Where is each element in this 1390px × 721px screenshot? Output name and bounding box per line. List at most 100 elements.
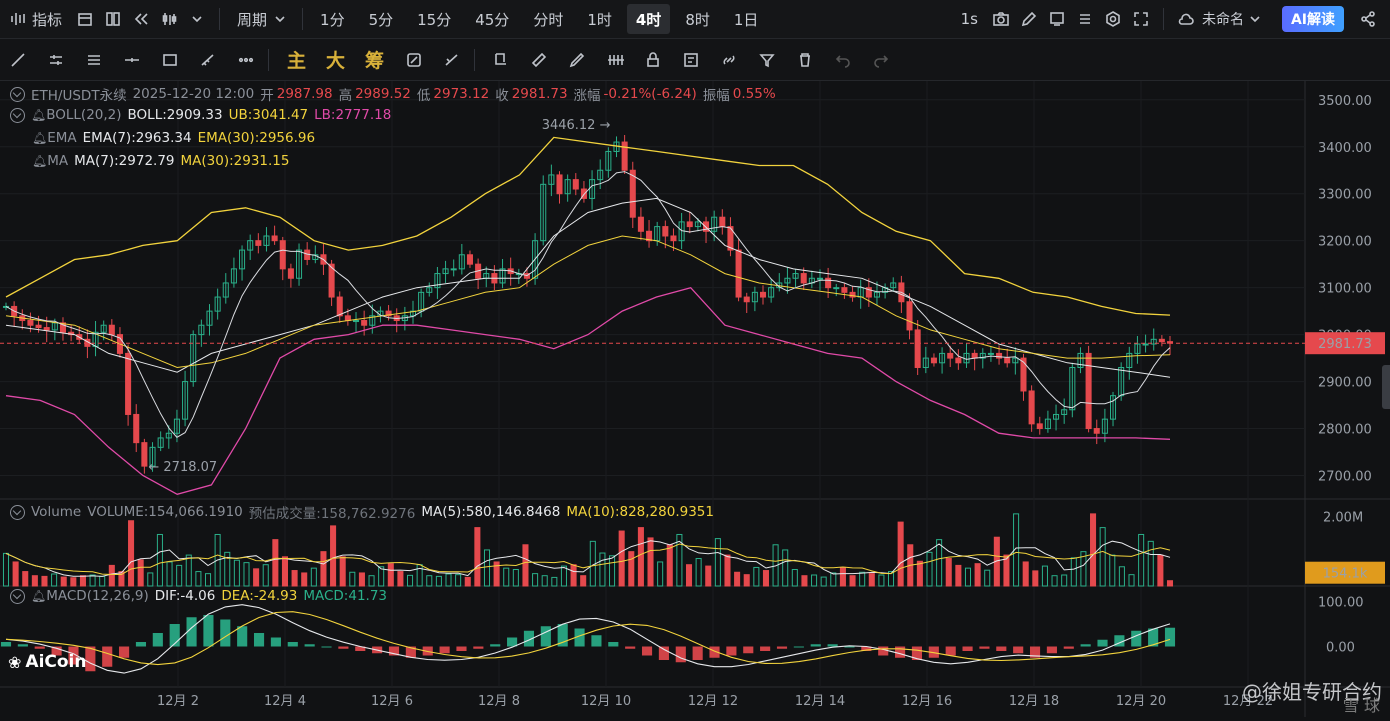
chip-distribution-tool[interactable]: 筹 <box>365 50 385 72</box>
candle-body <box>841 287 848 293</box>
macd-histogram-bar <box>237 626 248 647</box>
chart-type-icon[interactable] <box>4 5 32 33</box>
volume-bar <box>378 566 385 587</box>
ma-name: MA <box>47 153 69 169</box>
bell-icon[interactable]: 🔔︎ <box>31 589 47 603</box>
select-icon[interactable] <box>487 46 515 74</box>
chart-area[interactable]: 3500.003400.003300.003200.003100.003000.… <box>0 81 1390 717</box>
bell-icon[interactable]: 🔔︎ <box>32 154 48 168</box>
candle-body <box>247 240 254 251</box>
candle-body <box>344 315 351 322</box>
volume-bar <box>1013 513 1020 587</box>
timeframe-tab[interactable]: 1日 <box>733 10 759 29</box>
timeframe-tab[interactable]: 4时 <box>626 4 671 34</box>
bars-pattern-icon[interactable] <box>601 46 629 74</box>
macd-histogram-bar <box>119 646 130 658</box>
horizontal-lines-icon[interactable] <box>80 46 108 74</box>
volume-bar <box>301 572 308 587</box>
bell-icon[interactable]: 🔔︎ <box>32 131 48 145</box>
boll-value: BOLL:2909.33 <box>127 107 223 123</box>
macd-histogram-bar <box>641 646 653 656</box>
calendar-icon[interactable] <box>71 5 99 33</box>
volume-bar <box>166 561 173 587</box>
macd-histogram-bar <box>304 644 315 647</box>
pencil-ruler-icon[interactable] <box>438 46 466 74</box>
macd-histogram-bar <box>675 646 686 663</box>
collapse-icon[interactable] <box>10 86 25 102</box>
layout-grid-icon[interactable] <box>99 5 127 33</box>
candle-body <box>996 352 1003 359</box>
large-order-tool[interactable]: 大 <box>326 50 346 72</box>
collapse-icon[interactable] <box>10 107 25 123</box>
chevron-down-icon[interactable] <box>183 5 211 33</box>
fullscreen-icon[interactable] <box>1127 5 1155 33</box>
replay-icon[interactable] <box>127 5 155 33</box>
candlestick-icon[interactable] <box>155 5 183 33</box>
cloud-icon[interactable] <box>1172 5 1200 33</box>
volume-bar <box>580 575 587 587</box>
timeframe-tab[interactable]: 45分 <box>475 10 510 29</box>
brush-icon[interactable] <box>563 46 591 74</box>
measure-icon[interactable] <box>194 46 222 74</box>
trendline-icon[interactable] <box>4 46 32 74</box>
magnet-icon[interactable] <box>400 46 428 74</box>
ema-name: EMA <box>47 130 77 146</box>
macd-histogram-bar <box>709 646 720 658</box>
volume-bar <box>791 569 798 587</box>
camera-icon[interactable] <box>987 5 1015 33</box>
template-icon[interactable] <box>677 46 705 74</box>
indicators-button[interactable]: 指标 <box>32 10 63 29</box>
timeframe-tab[interactable]: 1分 <box>320 10 345 29</box>
volume-bar <box>637 527 644 587</box>
redo-icon[interactable] <box>867 46 895 74</box>
parallel-channel-icon[interactable] <box>42 46 70 74</box>
ai-analysis-button[interactable]: AI解读 <box>1281 6 1344 32</box>
timeframe-tab[interactable]: 8时 <box>685 10 710 29</box>
side-panel-handle[interactable] <box>1382 365 1390 409</box>
y-tick-label: 3300.00 <box>1318 188 1372 203</box>
chevron-down-icon[interactable] <box>1246 5 1264 33</box>
period-dropdown[interactable]: 周期 <box>237 10 268 29</box>
collapse-icon[interactable] <box>10 504 25 520</box>
candle-body <box>865 287 872 298</box>
timeframe-tab[interactable]: 分时 <box>533 10 564 29</box>
undo-icon[interactable] <box>829 46 857 74</box>
bell-icon[interactable]: 🔔︎ <box>31 108 47 122</box>
ruler-icon[interactable] <box>525 46 553 74</box>
volume-bar <box>1051 575 1058 587</box>
chart-canvas[interactable]: 3500.003400.003300.003200.003100.003000.… <box>0 81 1390 717</box>
trash-icon[interactable] <box>791 46 819 74</box>
layout-name[interactable]: 未命名 <box>1201 12 1244 28</box>
more-dots-icon[interactable] <box>232 46 260 74</box>
candle-body <box>686 221 693 228</box>
volume-bar <box>22 571 29 587</box>
signature-sub: 雪 球 <box>1342 696 1380 715</box>
pen-icon[interactable] <box>1015 5 1043 33</box>
undo-arrow-icon[interactable] <box>1043 5 1071 33</box>
chevron-down-icon[interactable] <box>266 5 294 33</box>
volume-bar <box>714 538 721 587</box>
settings-icon[interactable] <box>1099 5 1127 33</box>
rectangle-icon[interactable] <box>156 46 184 74</box>
timeframe-tab[interactable]: 15分 <box>417 10 452 29</box>
link-icon[interactable] <box>715 46 743 74</box>
macd-histogram-bar <box>338 646 349 649</box>
collapse-icon[interactable] <box>10 588 25 604</box>
macd-name: MACD(12,26,9) <box>46 588 149 604</box>
timeframe-tab[interactable]: 5分 <box>368 10 394 29</box>
volume-bar <box>628 551 635 587</box>
volume-bar <box>128 520 135 587</box>
share-icon[interactable] <box>1354 5 1382 33</box>
main-chart-tool[interactable]: 主 <box>287 50 307 72</box>
macd-histogram-bar <box>810 644 821 647</box>
volume-bar <box>224 551 231 587</box>
macd-histogram-bar <box>102 646 113 667</box>
horizontal-line-icon[interactable] <box>118 46 146 74</box>
y-tick-label: 2700.00 <box>1318 470 1372 485</box>
tick-1s-button[interactable]: 1s <box>960 10 978 28</box>
volume-bar <box>339 556 346 587</box>
timeframe-tab[interactable]: 1时 <box>587 10 612 29</box>
list-icon[interactable] <box>1071 5 1099 33</box>
filter-icon[interactable] <box>753 46 781 74</box>
lock-icon[interactable] <box>639 46 667 74</box>
